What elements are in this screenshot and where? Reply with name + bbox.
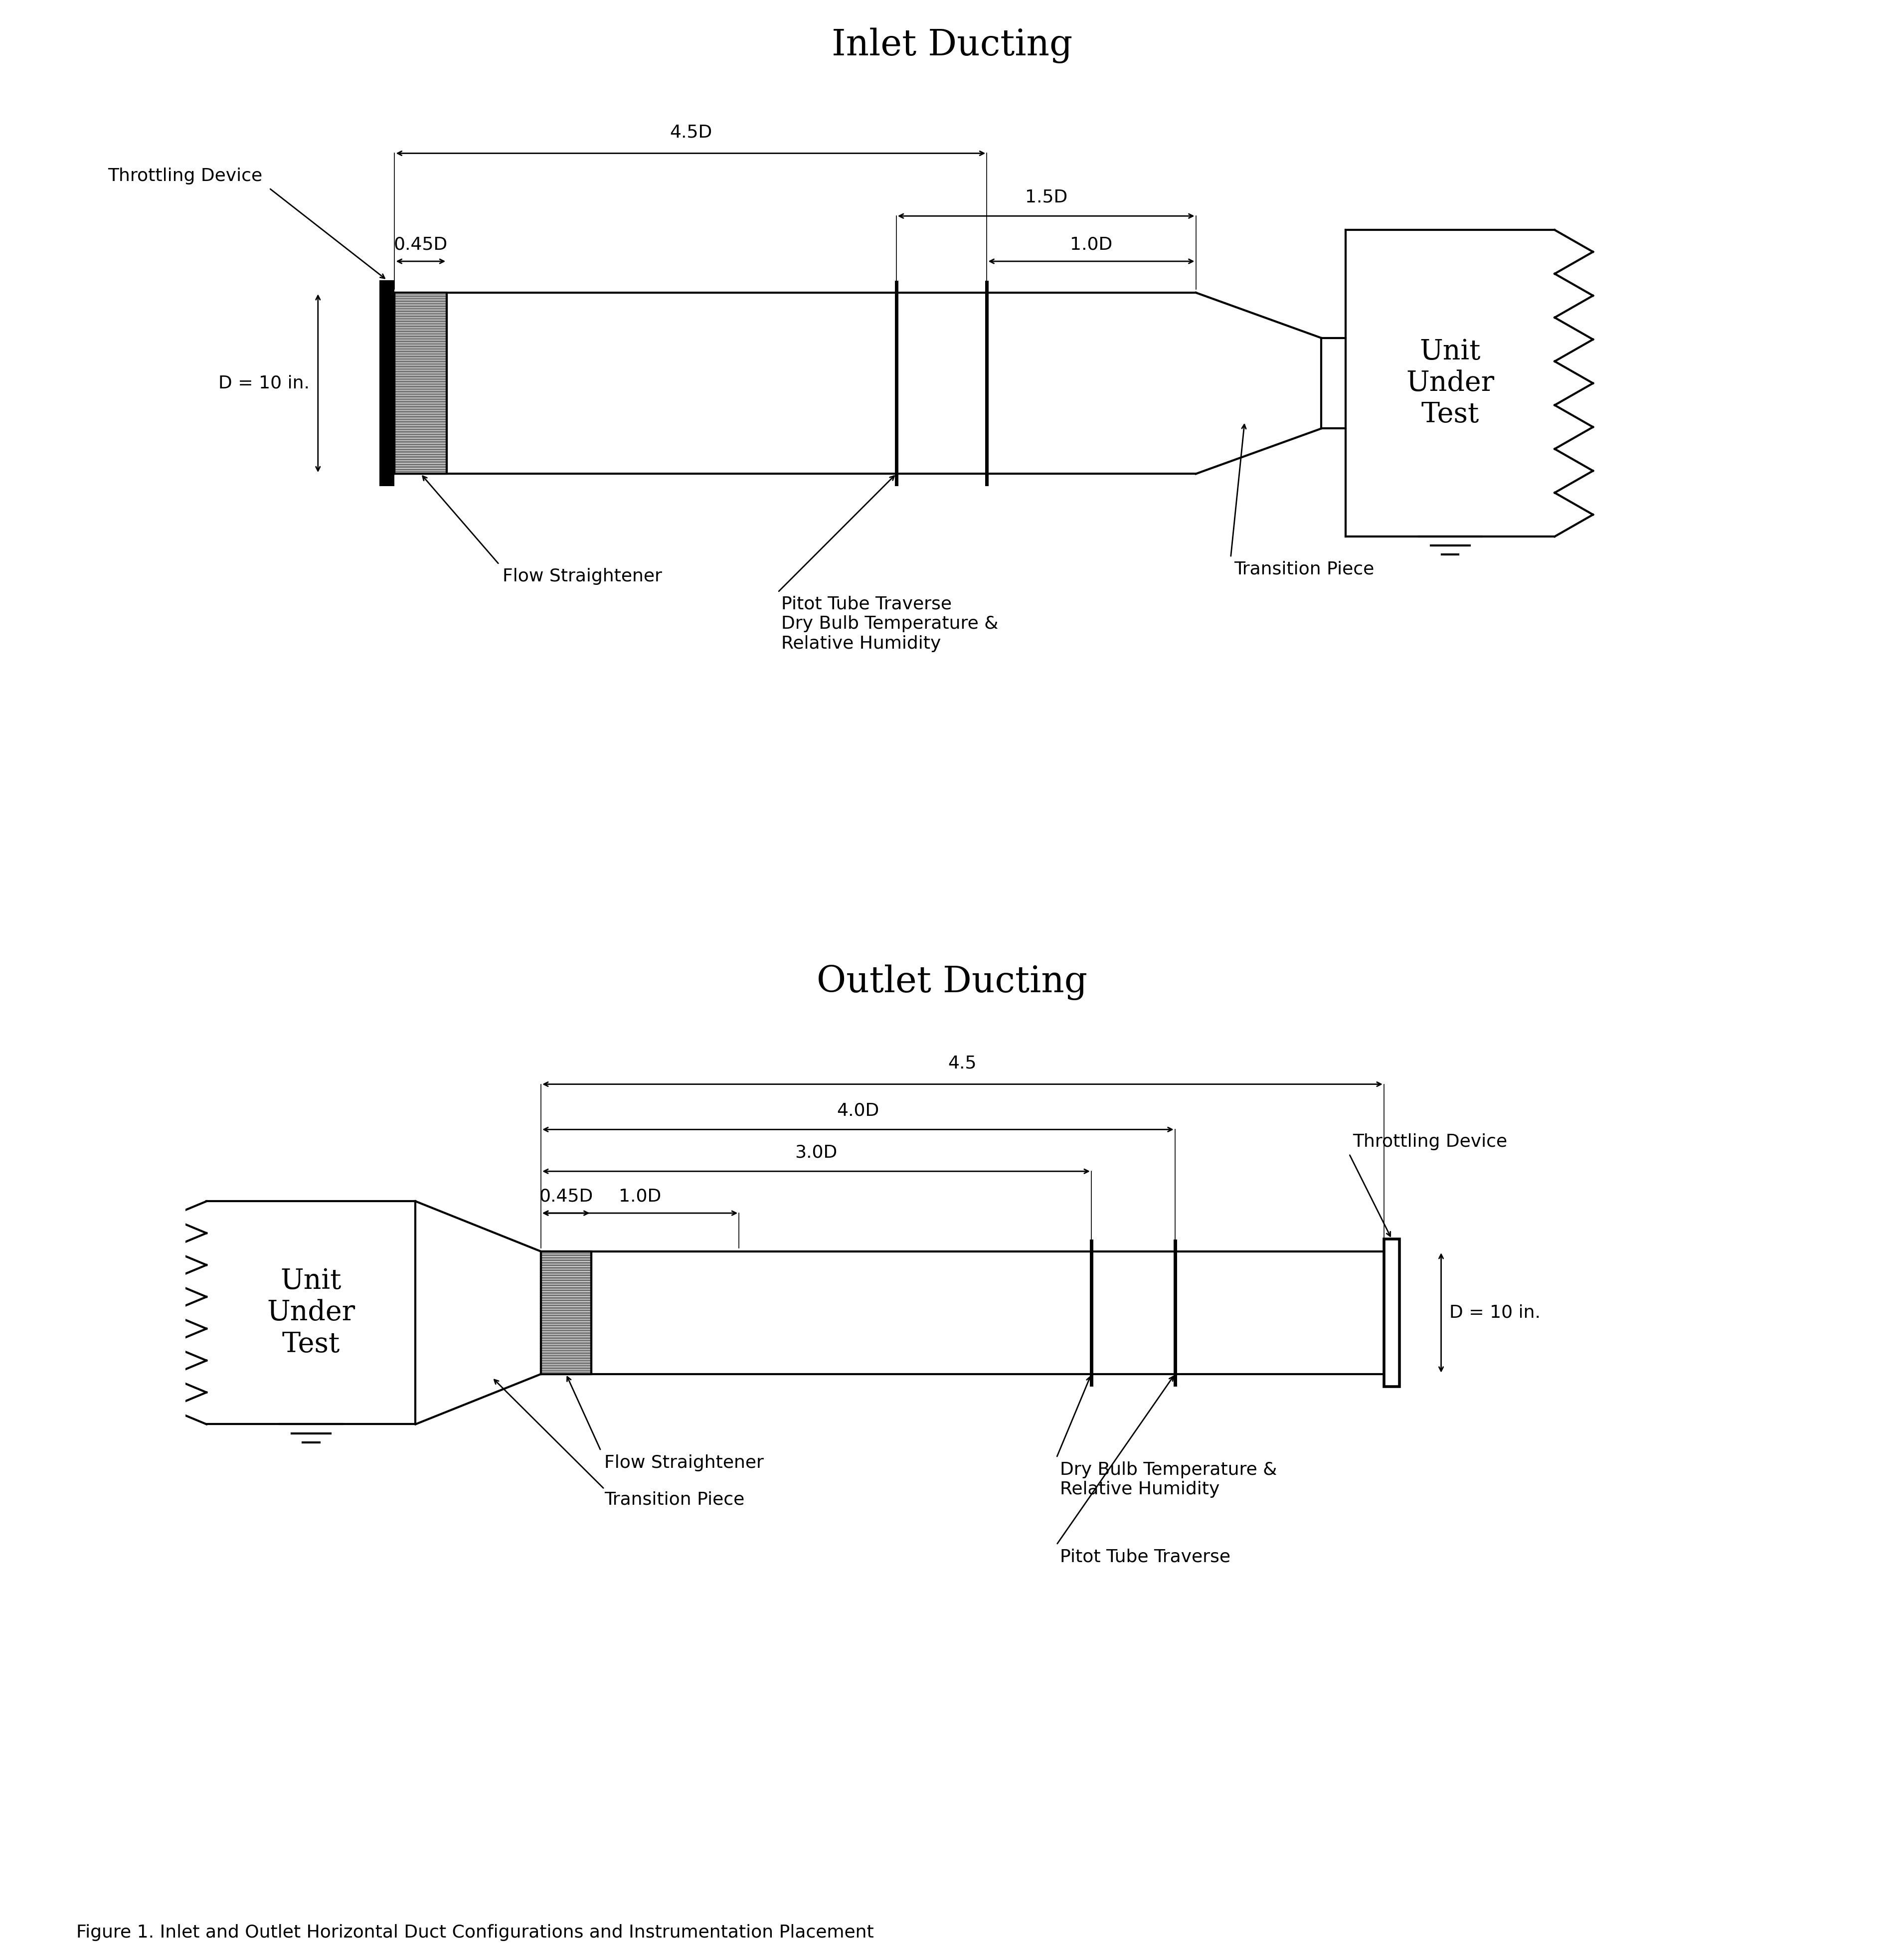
Text: Figure 1. Inlet and Outlet Horizontal Duct Configurations and Instrumentation Pl: Figure 1. Inlet and Outlet Horizontal Du… — [76, 1924, 874, 1941]
Text: Unit
Under
Test: Unit Under Test — [267, 1268, 356, 1358]
Text: 1.5D: 1.5D — [1024, 189, 1068, 205]
Text: Transition Piece: Transition Piece — [1234, 562, 1375, 577]
Text: D = 10 in.: D = 10 in. — [219, 375, 310, 392]
Text: 0.45D: 0.45D — [394, 236, 447, 254]
Text: 4.5D: 4.5D — [670, 123, 712, 140]
Text: 4.5: 4.5 — [948, 1055, 977, 1071]
Text: Transition Piece: Transition Piece — [604, 1491, 744, 1508]
Bar — [379, 281, 394, 486]
Text: Pitot Tube Traverse
Dry Bulb Temperature &
Relative Humidity: Pitot Tube Traverse Dry Bulb Temperature… — [781, 595, 998, 652]
Text: Outlet Ducting: Outlet Ducting — [817, 964, 1087, 1001]
Text: Inlet Ducting: Inlet Ducting — [832, 27, 1072, 64]
Text: Flow Straightener: Flow Straightener — [503, 568, 663, 585]
Text: 1.0D: 1.0D — [1070, 236, 1112, 254]
Text: 3.0D: 3.0D — [794, 1143, 838, 1161]
Text: Throttling Device: Throttling Device — [1352, 1134, 1508, 1151]
Bar — [541, 1251, 590, 1374]
Text: Pitot Tube Traverse: Pitot Tube Traverse — [1061, 1549, 1230, 1565]
Text: Unit
Under
Test: Unit Under Test — [1405, 338, 1495, 429]
Text: D = 10 in.: D = 10 in. — [1449, 1305, 1540, 1321]
Text: Dry Bulb Temperature &
Relative Humidity: Dry Bulb Temperature & Relative Humidity — [1061, 1461, 1278, 1498]
Text: 4.0D: 4.0D — [836, 1102, 880, 1120]
Text: Throttling Device: Throttling Device — [109, 168, 263, 185]
Text: 0.45D: 0.45D — [539, 1188, 592, 1206]
Bar — [1384, 1239, 1399, 1387]
Bar — [394, 293, 447, 474]
Text: 1.0D: 1.0D — [619, 1188, 661, 1206]
Text: Flow Straightener: Flow Straightener — [604, 1453, 764, 1471]
